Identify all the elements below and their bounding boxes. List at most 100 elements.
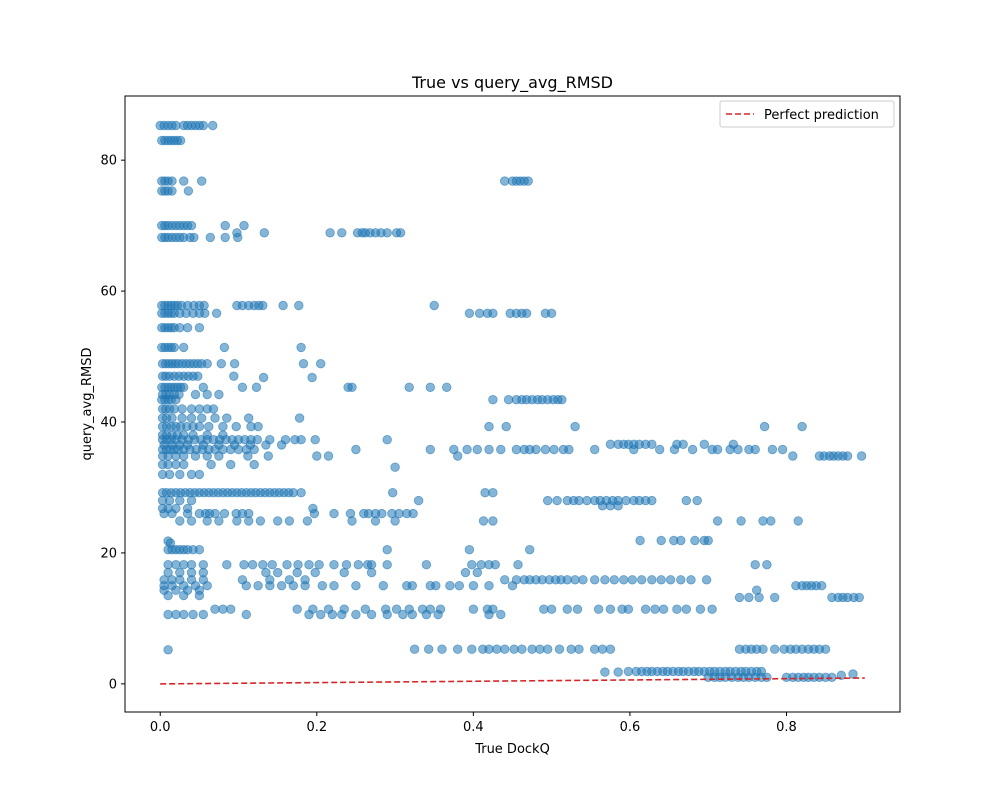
scatter-point xyxy=(194,590,205,601)
scatter-point xyxy=(701,575,712,585)
scatter-point xyxy=(476,560,486,570)
scatter-point xyxy=(681,604,692,614)
scatter-point xyxy=(421,560,432,570)
scatter-point xyxy=(206,459,216,470)
scatter-point xyxy=(762,560,772,570)
scatter-point xyxy=(302,516,313,526)
scatter-point xyxy=(593,604,604,614)
scatter-point xyxy=(351,581,361,591)
scatter-point xyxy=(513,560,523,570)
scatter-point xyxy=(351,609,361,620)
scatter-point xyxy=(353,560,364,570)
scatter-point xyxy=(474,308,485,319)
scatter-point xyxy=(500,575,510,585)
scatter-point xyxy=(788,451,798,461)
scatter-point xyxy=(163,459,173,470)
chart-title: True vs query_avg_RMSD xyxy=(411,73,613,93)
scatter-point xyxy=(366,567,377,578)
scatter-point xyxy=(329,560,339,570)
scatter-point xyxy=(186,495,197,506)
scatter-point xyxy=(202,516,212,526)
perfect-prediction-line-layer xyxy=(160,677,865,685)
scatter-point xyxy=(635,535,645,546)
scatter-point xyxy=(425,382,436,393)
scatter-point xyxy=(621,495,631,506)
scatter-point xyxy=(202,451,212,461)
scatter-point xyxy=(377,508,387,519)
scatter-point xyxy=(263,451,274,461)
scatter-point xyxy=(204,421,214,432)
scatter-point xyxy=(186,220,197,231)
scatter-point xyxy=(574,495,584,506)
scatter-point xyxy=(744,592,754,603)
scatter-point xyxy=(676,535,686,546)
scatter-point xyxy=(525,545,535,555)
scatter-point xyxy=(189,232,199,243)
y-tick-label: 20 xyxy=(100,546,117,561)
scatter-point xyxy=(395,228,406,238)
scatter-point xyxy=(159,508,169,519)
scatter-point xyxy=(699,439,710,450)
scatter-point xyxy=(202,359,212,369)
scatter-point xyxy=(501,421,511,432)
scatter-point xyxy=(767,444,778,455)
scatter-point xyxy=(647,575,657,585)
scatter-point xyxy=(388,488,398,498)
scatter-point xyxy=(590,644,600,654)
scatter-point xyxy=(676,575,686,585)
scatter-point xyxy=(404,382,414,393)
scatter-point xyxy=(232,516,242,526)
scatter-point xyxy=(590,444,600,455)
scatter-point xyxy=(323,451,334,461)
scatter-point xyxy=(382,435,392,445)
scatter-point xyxy=(762,672,772,683)
scatter-point xyxy=(294,413,305,423)
scatter-point xyxy=(312,451,322,461)
scatter-point xyxy=(237,382,248,393)
scatter-point xyxy=(848,669,858,679)
scatter-point xyxy=(605,439,616,450)
scatter-point xyxy=(178,590,189,601)
scatter-point xyxy=(171,585,181,595)
scatter-point xyxy=(249,459,259,470)
scatter-point xyxy=(293,560,303,570)
scatter-point xyxy=(424,644,434,654)
scatter-point xyxy=(370,516,381,526)
scatter-point xyxy=(329,581,339,591)
scatter-point xyxy=(337,609,347,620)
scatter-point xyxy=(261,440,271,450)
scatter-point xyxy=(171,560,181,570)
scatter-point xyxy=(467,560,477,570)
scatter-point xyxy=(241,609,252,620)
scatter-point xyxy=(163,560,173,570)
scatter-point xyxy=(175,135,186,146)
scatter-point xyxy=(167,176,177,186)
scatter-point xyxy=(169,404,180,414)
scatter-point xyxy=(687,444,698,455)
scatter-point xyxy=(484,581,494,591)
plot-frame xyxy=(124,95,901,713)
scatter-point xyxy=(304,609,314,620)
scatter-point xyxy=(292,567,302,578)
scatter-point xyxy=(298,359,309,369)
scatter-point xyxy=(186,404,197,414)
scatter-point xyxy=(562,575,573,585)
scatter-point xyxy=(205,232,216,243)
scatter-point xyxy=(496,444,506,455)
scatter-point xyxy=(188,609,198,620)
scatter-point xyxy=(178,176,189,186)
scatter-point xyxy=(656,535,666,546)
scatter-point xyxy=(758,516,768,526)
scatter-point xyxy=(276,440,287,450)
scatter-point xyxy=(543,495,553,506)
scatter-point xyxy=(200,308,210,319)
scatter-point xyxy=(464,545,475,555)
scatter-point xyxy=(296,342,306,353)
scatter-point xyxy=(382,609,392,620)
scatter-point xyxy=(214,451,224,461)
scatter-point xyxy=(827,672,837,683)
scatter-point xyxy=(431,581,441,591)
scatter-point xyxy=(329,508,339,519)
scatter-point xyxy=(609,575,620,585)
scatter-point xyxy=(480,488,490,498)
